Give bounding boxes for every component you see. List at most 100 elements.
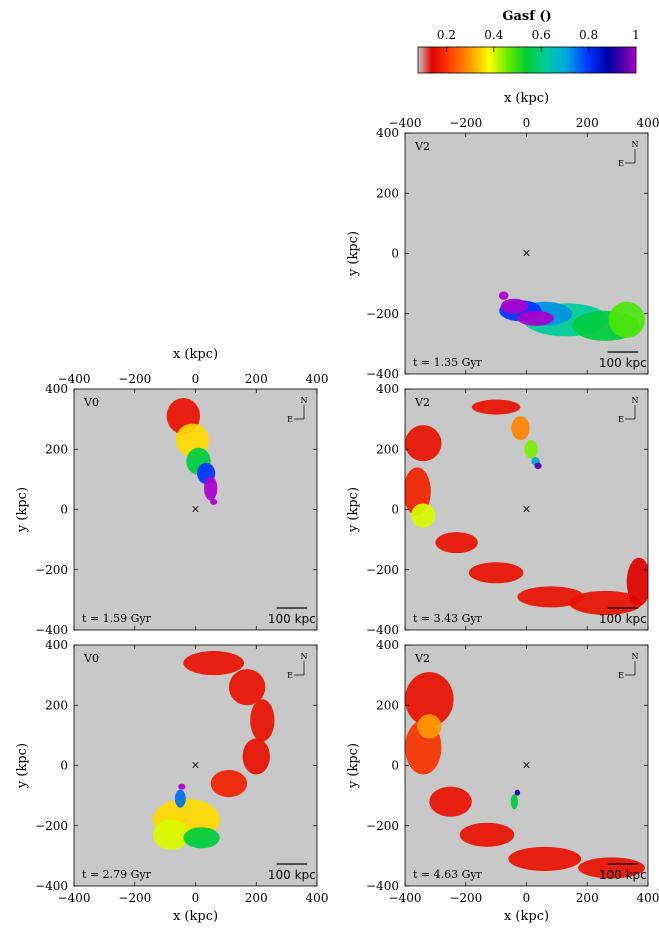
gas-blob <box>242 738 270 775</box>
gas-blob <box>429 786 472 817</box>
gas-distribution <box>152 651 275 850</box>
x-tick-label: 0 <box>192 891 200 905</box>
time-label: t = 2.79 Gyr <box>82 868 152 881</box>
y-tick-label: 200 <box>376 186 399 200</box>
compass-north: N <box>301 652 308 661</box>
x-tick-label: −400 <box>389 891 422 905</box>
y-axis-label: y (kpc) <box>346 487 361 533</box>
colorbar-tick-label: 0.2 <box>437 28 456 42</box>
y-tick-label: 200 <box>45 698 68 712</box>
y-tick-label: 200 <box>45 442 68 456</box>
x-tick-label: −200 <box>118 372 151 386</box>
colorbar-tick-label: 0.8 <box>579 28 598 42</box>
y-tick-label: 400 <box>376 638 399 652</box>
gas-blob <box>517 310 554 326</box>
x-tick-label: 200 <box>576 116 599 130</box>
y-tick-label: −400 <box>366 879 399 893</box>
y-tick-label: 0 <box>391 247 399 261</box>
gas-blob <box>405 425 442 462</box>
panel-label: V2 <box>414 396 430 409</box>
y-tick-label: −400 <box>35 879 68 893</box>
compass-north: N <box>632 396 639 405</box>
compass-north: N <box>632 652 639 661</box>
gas-blob <box>534 462 542 470</box>
colorbar-tick-label: 0.4 <box>484 28 503 42</box>
gas-blob <box>498 291 509 300</box>
gas-blob <box>183 651 245 676</box>
gas-distribution <box>166 398 218 505</box>
scale-bar-label: 100 kpc <box>268 868 316 882</box>
y-tick-label: −400 <box>366 623 399 637</box>
x-tick-label: −400 <box>58 891 91 905</box>
gas-blob <box>459 822 515 847</box>
x-tick-label: 400 <box>306 372 329 386</box>
gas-blob <box>228 669 266 706</box>
y-tick-label: −200 <box>366 819 399 833</box>
time-label: t = 3.43 Gyr <box>413 612 483 625</box>
y-tick-label: 400 <box>45 638 68 652</box>
gas-blob <box>435 532 478 554</box>
y-tick-label: −200 <box>35 819 68 833</box>
compass: NE <box>618 140 638 168</box>
scale-bar-label: 100 kpc <box>599 612 647 626</box>
compass-east: E <box>618 671 624 680</box>
compass-north: N <box>632 140 639 149</box>
y-tick-label: 0 <box>60 759 68 773</box>
x-tick-label: 200 <box>245 372 268 386</box>
gas-blob <box>405 672 454 727</box>
y-axis-label: y (kpc) <box>346 231 361 277</box>
y-axis-label: y (kpc) <box>346 743 361 789</box>
gas-blob <box>517 586 585 608</box>
y-tick-label: −400 <box>366 367 399 381</box>
gas-blob <box>152 819 190 850</box>
x-tick-label: −400 <box>58 372 91 386</box>
gas-blob <box>569 590 642 615</box>
compass: NE <box>618 396 638 424</box>
gas-blob <box>608 301 645 338</box>
panel-label: V2 <box>414 652 430 665</box>
y-tick-label: 200 <box>376 698 399 712</box>
compass-east: E <box>618 159 624 168</box>
compass-east: E <box>618 415 624 424</box>
gas-blob <box>510 794 518 810</box>
gas-blob <box>250 699 275 742</box>
panel-label: V2 <box>414 140 430 153</box>
y-tick-label: −200 <box>366 307 399 321</box>
gas-distribution <box>498 291 645 341</box>
scale-bar-label: 100 kpc <box>599 868 647 882</box>
time-label: t = 4.63 Gyr <box>413 868 483 881</box>
gas-blob <box>174 789 186 808</box>
y-tick-label: 0 <box>391 503 399 517</box>
y-axis-label: y (kpc) <box>15 487 30 533</box>
y-tick-label: −400 <box>35 623 68 637</box>
x-tick-label: −200 <box>449 891 482 905</box>
y-tick-label: 200 <box>376 442 399 456</box>
gas-blob <box>626 557 648 606</box>
colorbar-gradient <box>417 46 637 74</box>
y-tick-label: 400 <box>45 382 68 396</box>
gas-blob <box>514 789 521 796</box>
gas-blob <box>178 783 186 790</box>
colorbar-tick-label: 0.6 <box>532 28 551 42</box>
x-axis-label: x (kpc) <box>173 347 218 362</box>
gas-blob <box>210 498 218 505</box>
compass-east: E <box>287 415 293 424</box>
gas-blob <box>468 562 524 584</box>
x-tick-label: 200 <box>576 891 599 905</box>
gas-blob <box>411 503 436 528</box>
gas-blob <box>578 857 645 879</box>
x-tick-label: −200 <box>449 116 482 130</box>
panel-label: V0 <box>83 396 99 409</box>
gas-blob <box>511 416 530 441</box>
x-tick-label: 400 <box>637 116 659 130</box>
colorbar: Gasf () 0.2 0.4 0.6 0.8 1 <box>417 9 640 74</box>
center-marker: × <box>522 759 531 772</box>
x-tick-label: 0 <box>192 372 200 386</box>
colorbar-title: Gasf () <box>502 9 551 24</box>
scale-bar-label: 100 kpc <box>268 612 316 626</box>
gas-blob <box>524 440 538 459</box>
gas-blob <box>405 467 431 516</box>
